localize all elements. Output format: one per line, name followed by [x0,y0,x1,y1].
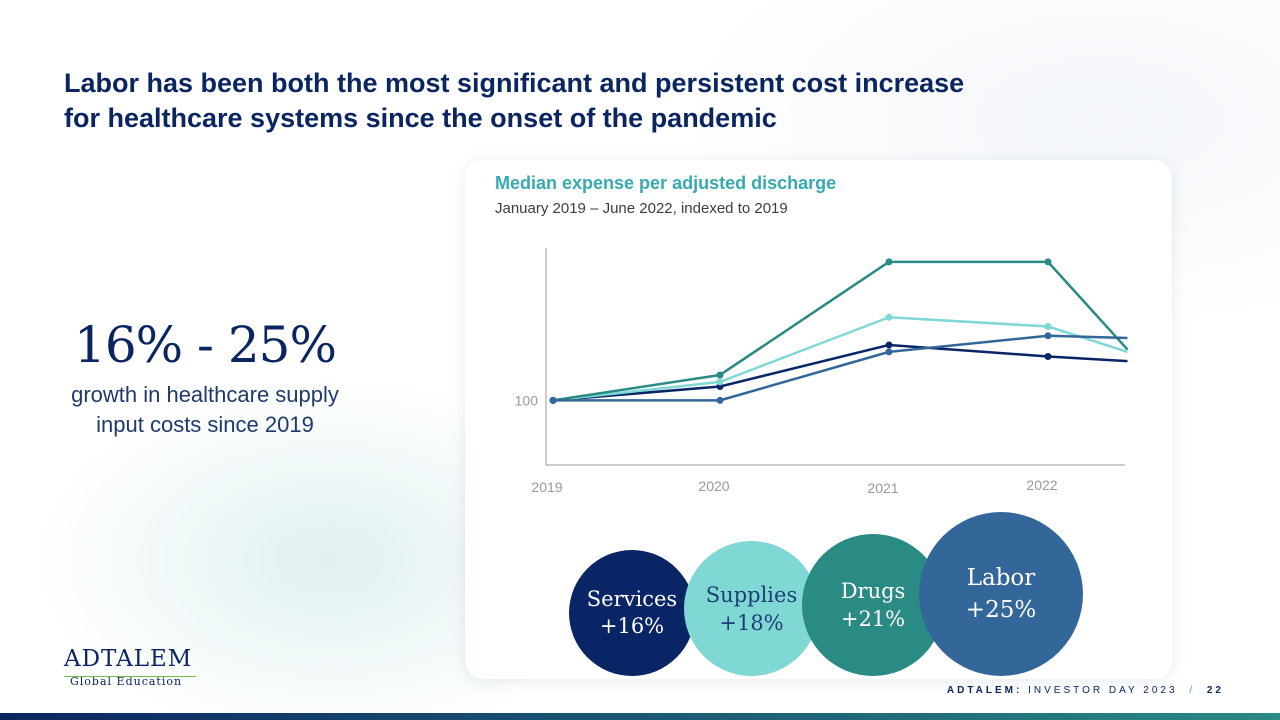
adtalem-logo: ADTALEM Global Education [64,646,204,688]
point-drugs-3 [1044,258,1052,266]
x-tick-2020: 2020 [698,478,729,494]
headline-line-1: Labor has been both the most significant… [64,68,965,98]
point-drugs-2 [885,258,893,266]
logo-underline [64,676,196,677]
stat-value: 16% - 25% [74,316,337,374]
x-tick-2019: 2019 [531,479,562,495]
stat-description-line-2: input costs since 2019 [96,412,314,437]
point-supplies-2 [885,313,893,321]
headline-line-2: for healthcare systems since the onset o… [64,103,777,133]
slide-footer: ADTALEM: INVESTOR DAY 2023 / 22 [947,685,1224,696]
bubble-services: Services +16% [569,550,695,676]
bubble-supplies: Supplies +18% [684,541,819,676]
bubble-services-name: Services [586,587,678,611]
stat-description: growth in healthcare supply input costs … [50,380,360,440]
logo-wordmark: ADTALEM [64,646,193,672]
stat-callout: 16% - 25% growth in healthcare supply in… [50,312,360,440]
chart-subtitle: January 2019 – June 2022, indexed to 201… [495,200,788,217]
chart-card: Median expense per adjusted discharge Ja… [465,160,1172,679]
x-tick-2022: 2022 [1026,477,1057,493]
point-supplies-3 [1044,322,1052,330]
point-labor-0 [549,396,557,404]
footer-brand: ADTALEM: [946,685,1023,696]
x-tick-2021: 2021 [867,480,898,496]
bubble-services-value: +16% [599,614,665,638]
series-line-drugs [552,260,1129,402]
bubble-labor-name: Labor [966,565,1036,591]
point-labor-2 [885,348,893,356]
line-chart: 2019 2020 2021 2022 100 [515,248,1129,496]
point-services-2 [885,341,893,349]
stat-description-line-1: growth in healthcare supply [71,382,339,407]
footer-separator: / [1189,685,1196,696]
slide-headline: Labor has been both the most significant… [64,66,1064,136]
bottom-accent-bar [0,713,1280,720]
bubble-drugs-name: Drugs [840,579,906,603]
footer-page-number: 22 [1206,685,1224,696]
point-supplies-1 [716,378,724,386]
bubble-drugs-value: +21% [840,607,906,631]
point-services-3 [1044,353,1052,360]
bubble-labor: Labor +25% [919,512,1083,676]
chart-title: Median expense per adjusted discharge [495,173,837,193]
point-drugs-1 [716,371,724,379]
bubble-supplies-name: Supplies [705,582,798,607]
bubble-supplies-value: +18% [719,610,784,635]
logo-tagline: Global Education [70,675,183,688]
point-labor-1 [716,396,724,404]
footer-event: INVESTOR DAY 2023 [1028,685,1178,696]
point-labor-3 [1044,332,1052,340]
y-tick-100: 100 [515,392,539,408]
bubble-labor-value: +25% [965,597,1037,623]
